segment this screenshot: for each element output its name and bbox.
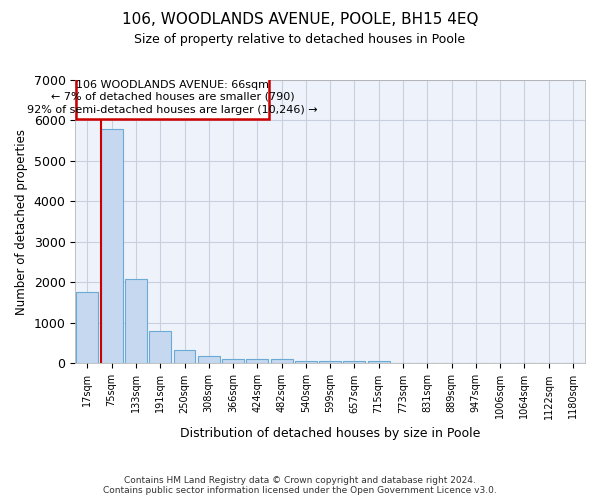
Bar: [222, 358, 244, 364]
Text: 92% of semi-detached houses are larger (10,246) →: 92% of semi-detached houses are larger (…: [27, 106, 318, 116]
Bar: [295, 360, 317, 364]
Bar: [101, 128, 122, 364]
Text: 106, WOODLANDS AVENUE, POOLE, BH15 4EQ: 106, WOODLANDS AVENUE, POOLE, BH15 4EQ: [122, 12, 478, 28]
Bar: [368, 360, 389, 364]
Bar: [149, 331, 171, 364]
Text: 106 WOODLANDS AVENUE: 66sqm: 106 WOODLANDS AVENUE: 66sqm: [76, 80, 269, 90]
X-axis label: Distribution of detached houses by size in Poole: Distribution of detached houses by size …: [180, 427, 481, 440]
Bar: [319, 360, 341, 364]
Text: Contains HM Land Registry data © Crown copyright and database right 2024.
Contai: Contains HM Land Registry data © Crown c…: [103, 476, 497, 495]
Bar: [343, 360, 365, 364]
Text: Size of property relative to detached houses in Poole: Size of property relative to detached ho…: [134, 32, 466, 46]
Bar: [173, 350, 196, 364]
Bar: [247, 359, 268, 364]
Bar: [198, 356, 220, 364]
Text: ← 7% of detached houses are smaller (790): ← 7% of detached houses are smaller (790…: [51, 92, 295, 102]
Bar: [76, 292, 98, 364]
Bar: [271, 360, 293, 364]
FancyBboxPatch shape: [76, 74, 269, 120]
Y-axis label: Number of detached properties: Number of detached properties: [15, 128, 28, 314]
Bar: [125, 279, 147, 363]
